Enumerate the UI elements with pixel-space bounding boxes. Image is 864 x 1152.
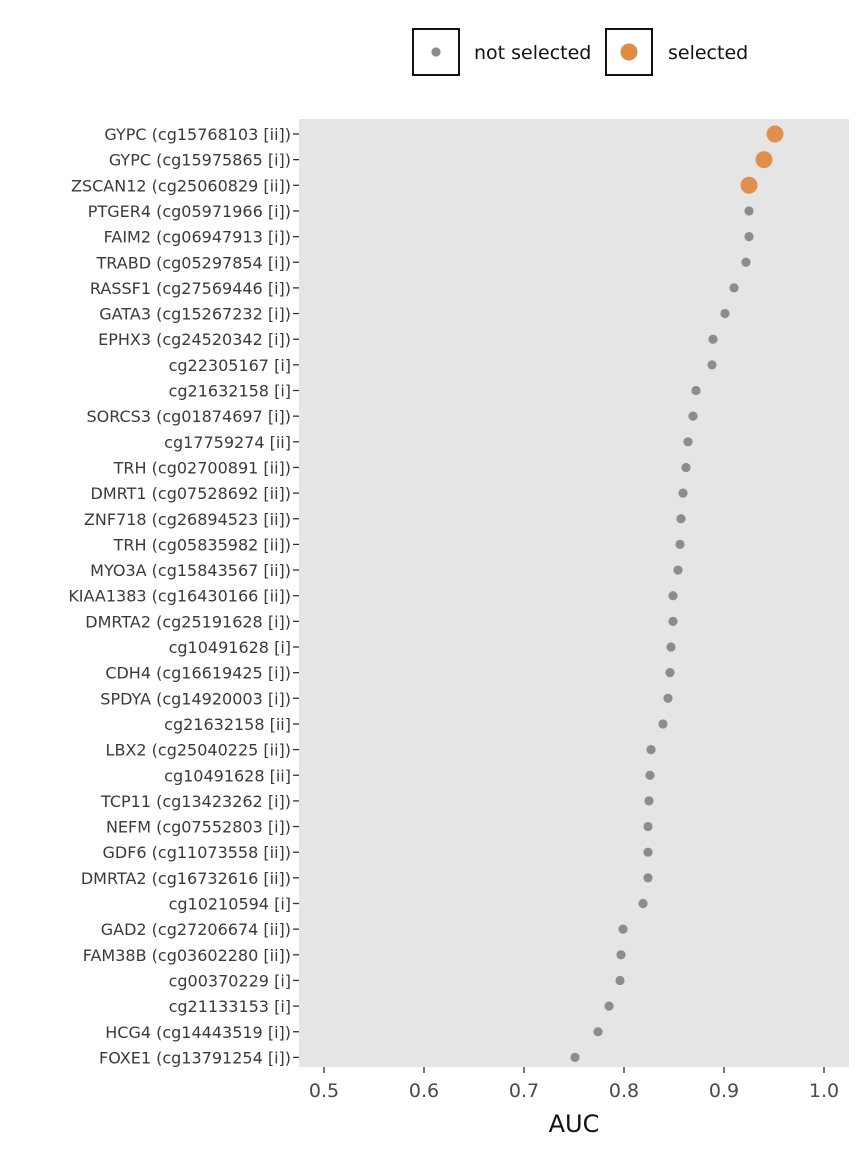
not-selected-point <box>645 770 655 780</box>
x-tick-label: 0.9 <box>709 1080 739 1102</box>
not-selected-point <box>646 745 656 755</box>
legend-key-marker <box>431 47 441 57</box>
x-tick-label: 0.8 <box>609 1080 639 1102</box>
data-points <box>570 125 784 1062</box>
not-selected-point <box>741 257 751 267</box>
y-tick-label: FAIM2 (cg06947913 [i]) <box>104 228 291 247</box>
y-tick-label: cg21632158 [i] <box>169 382 291 401</box>
not-selected-point <box>683 437 693 447</box>
y-tick-label: cg21133153 [i] <box>169 997 291 1016</box>
y-tick-label: CDH4 (cg16619425 [i]) <box>105 664 291 683</box>
x-tick-label: 1.0 <box>809 1080 839 1102</box>
y-tick-label: GAD2 (cg27206674 [ii]) <box>101 920 291 939</box>
legend: not selected selected <box>412 28 748 76</box>
y-tick-label: cg17759274 [ii] <box>164 433 291 452</box>
not-selected-point <box>638 898 648 909</box>
y-tick-label: RASSF1 (cg27569446 [i]) <box>90 279 291 298</box>
not-selected-point <box>744 232 754 242</box>
y-tick-label: ZNF718 (cg26894523 [ii]) <box>84 510 291 529</box>
x-axis-title: AUC <box>549 1110 600 1138</box>
y-tick-label: GDF6 (cg11073558 [ii]) <box>102 843 291 862</box>
x-axis: 0.5 0.6 0.7 0.8 0.9 1.0 <box>309 1067 839 1102</box>
x-tick-label: 0.6 <box>409 1080 439 1102</box>
y-tick-label: TRH (cg02700891 [ii]) <box>113 458 291 477</box>
not-selected-point <box>593 1027 603 1037</box>
y-tick-label: cg00370229 [i] <box>169 971 291 990</box>
not-selected-point <box>678 488 688 498</box>
y-tick-label: SORCS3 (cg01874697 [i]) <box>86 407 291 426</box>
not-selected-point <box>707 360 717 370</box>
not-selected-point <box>666 642 676 652</box>
not-selected-point <box>688 411 698 421</box>
y-tick-label: cg10491628 [i] <box>169 638 291 657</box>
legend-label: selected <box>668 42 748 64</box>
y-axis: GYPC (cg15768103 [ii]) GYPC (cg15975865 [… <box>68 125 299 1067</box>
y-tick-label: PTGER4 (cg05971966 [i]) <box>88 202 291 221</box>
y-tick-label: LBX2 (cg25040225 [ii]) <box>106 741 291 760</box>
not-selected-point <box>644 796 654 806</box>
not-selected-point <box>681 462 691 473</box>
x-tick-label: 0.5 <box>309 1080 339 1102</box>
y-tick-label: GATA3 (cg15267232 [i]) <box>99 305 291 324</box>
selected-point <box>766 125 784 143</box>
not-selected-point <box>604 1001 614 1011</box>
not-selected-point <box>570 1052 580 1062</box>
y-tick-label: EPHX3 (cg24520342 [i]) <box>98 330 291 349</box>
y-tick-label: DMRTA2 (cg16732616 [ii]) <box>81 869 291 888</box>
y-tick-label: TCP11 (cg13423262 [i]) <box>100 792 291 811</box>
not-selected-point <box>673 565 683 575</box>
not-selected-point <box>615 975 625 986</box>
not-selected-point <box>691 385 701 396</box>
y-tick-label: ZSCAN12 (cg25060829 [ii]) <box>71 176 291 195</box>
y-tick-label: TRABD (cg05297854 [i]) <box>96 253 291 272</box>
y-tick-label: cg10210594 [i] <box>169 895 291 914</box>
y-tick-label: DMRTA2 (cg25191628 [i]) <box>85 612 291 631</box>
legend-key-box <box>412 28 460 76</box>
not-selected-point <box>675 539 685 550</box>
y-tick-label: cg21632158 [ii] <box>164 715 291 734</box>
not-selected-point <box>668 591 678 601</box>
not-selected-point <box>668 616 678 626</box>
not-selected-point <box>643 821 653 832</box>
not-selected-point <box>663 693 673 703</box>
y-tick-label: FAM38B (cg03602280 [ii]) <box>83 946 291 965</box>
not-selected-point <box>720 308 730 319</box>
not-selected-point <box>643 873 653 883</box>
not-selected-point <box>616 950 626 960</box>
y-tick-label: NEFM (cg07552803 [i]) <box>106 818 291 837</box>
x-tick-label: 0.7 <box>509 1080 539 1102</box>
legend-label: not selected <box>474 42 591 64</box>
y-tick-label: SPDYA (cg14920003 [i]) <box>100 689 291 708</box>
not-selected-point <box>658 719 668 729</box>
not-selected-point <box>643 847 653 857</box>
y-tick-label: DMRT1 (cg07528692 [ii]) <box>91 484 291 503</box>
y-tick-label: MYO3A (cg15843567 [ii]) <box>90 561 291 580</box>
not-selected-point <box>708 334 718 344</box>
y-tick-label: TRH (cg05835982 [ii]) <box>113 535 291 554</box>
y-tick-label: cg10491628 [ii] <box>164 766 291 785</box>
not-selected-point <box>618 924 628 934</box>
plot-panel <box>299 119 849 1067</box>
not-selected-point <box>665 668 675 678</box>
y-tick-label: HCG4 (cg14443519 [i]) <box>105 1023 291 1042</box>
y-tick-label: GYPC (cg15768103 [ii]) <box>104 125 291 144</box>
y-tick-label: KIAA1383 (cg16430166 [ii]) <box>68 587 291 606</box>
not-selected-point <box>676 514 686 524</box>
not-selected-point <box>744 206 754 216</box>
legend-key-marker <box>620 43 638 61</box>
selected-point <box>740 176 758 194</box>
y-tick-label: FOXE1 (cg13791254 [i]) <box>99 1048 291 1067</box>
y-tick-label: GYPC (cg15975865 [i]) <box>109 151 291 170</box>
not-selected-point <box>729 283 739 293</box>
selected-point <box>755 151 773 169</box>
y-tick-label: cg22305167 [i] <box>169 356 291 375</box>
